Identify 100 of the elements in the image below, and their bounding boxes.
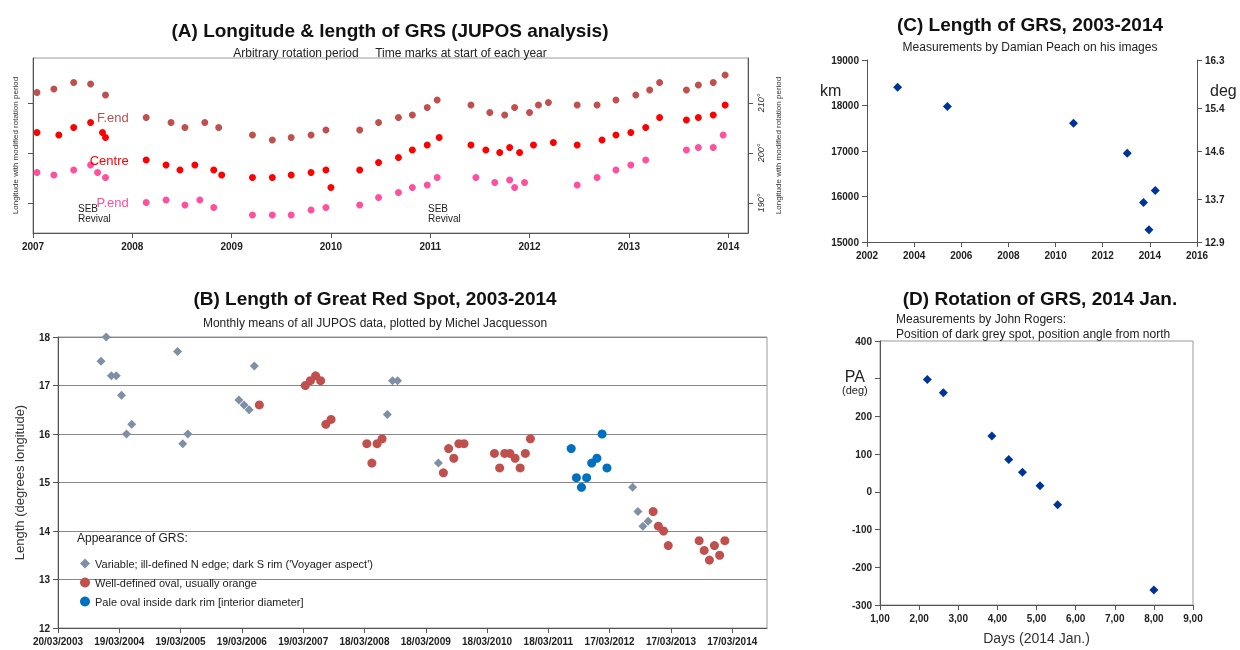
point <box>694 536 704 546</box>
y-tick-label: 15 <box>38 477 51 488</box>
point <box>101 332 111 342</box>
x-tick-label: 3,00 <box>948 612 969 624</box>
point <box>99 129 107 136</box>
x-tick-label: 2002 <box>855 249 879 261</box>
y-tick-label: 17 <box>38 380 51 391</box>
point <box>408 146 416 154</box>
point <box>709 79 717 86</box>
point <box>173 347 183 357</box>
point <box>646 86 654 94</box>
x-tick-label: 4,00 <box>987 612 1008 624</box>
point <box>987 431 997 441</box>
y2-tick-label: 14.6 <box>1205 145 1225 157</box>
point <box>96 356 106 366</box>
point <box>682 146 690 154</box>
y-tick-label: 15000 <box>831 236 860 248</box>
point <box>516 149 524 156</box>
point <box>719 131 727 139</box>
point <box>268 174 276 181</box>
point <box>638 521 648 531</box>
point <box>593 174 601 181</box>
point <box>127 419 137 429</box>
point <box>433 96 441 104</box>
x-tick-label: 5,00 <box>1026 612 1047 624</box>
point <box>249 361 259 371</box>
point <box>356 126 364 134</box>
point <box>515 463 525 473</box>
point <box>394 189 402 196</box>
point <box>511 184 519 191</box>
legend-label: Well-defined oval, usually orange <box>95 576 257 589</box>
point <box>215 124 223 131</box>
point <box>33 129 41 136</box>
y-tick-label: -200 <box>851 561 873 573</box>
point <box>210 166 218 174</box>
x-tick-label: 19/03/2005 <box>155 635 207 647</box>
point <box>566 444 576 454</box>
point <box>511 104 519 111</box>
point <box>87 119 95 126</box>
x-tick-label: 2010 <box>319 240 343 252</box>
x-tick-label: 2014 <box>1138 249 1162 261</box>
point <box>33 89 41 96</box>
point <box>506 176 514 184</box>
point <box>682 86 690 94</box>
point <box>244 405 254 415</box>
point <box>183 429 193 439</box>
point <box>659 526 669 536</box>
y-tick-label: 18 <box>38 331 51 343</box>
point <box>356 166 364 174</box>
y-tick-label: -300 <box>851 599 873 611</box>
point <box>549 139 557 146</box>
point <box>587 458 597 468</box>
point <box>510 453 520 463</box>
point <box>1053 500 1063 510</box>
point <box>87 80 95 88</box>
point <box>521 179 529 186</box>
chart-subtitle: Monthly means of all JUPOS data, plotted by Michel Jacquesson <box>202 315 548 330</box>
point <box>942 101 952 111</box>
y2-tick-label: 16.3 <box>1205 54 1225 66</box>
point <box>142 114 150 121</box>
point <box>116 390 126 400</box>
y2-tick-label: 13.7 <box>1205 193 1225 205</box>
point <box>663 541 673 551</box>
point <box>648 507 658 517</box>
point <box>491 179 499 186</box>
y-tick-label: 0 <box>866 486 873 498</box>
chart-title: (B) Length of Great Red Spot, 2003-2014 <box>193 288 558 309</box>
series-label: Centre <box>89 152 129 168</box>
legend-label: Pale oval inside dark rim [interior diameter] <box>95 595 304 608</box>
y-tick-label: 13 <box>38 574 51 585</box>
point <box>520 448 530 458</box>
point <box>486 109 494 116</box>
point <box>167 119 175 126</box>
series-label: F.end <box>96 110 129 125</box>
x-tick-label: 19/03/2007 <box>278 635 329 647</box>
point <box>704 555 714 565</box>
y-tick-label: 18000 <box>831 100 860 111</box>
point <box>1017 467 1027 477</box>
point <box>501 111 509 119</box>
point <box>423 104 431 111</box>
point <box>287 211 295 219</box>
point <box>254 400 264 410</box>
point <box>316 376 326 386</box>
point <box>268 211 276 219</box>
point <box>201 119 209 126</box>
y2-axis-title: Longitude with modified rotation period <box>773 76 783 215</box>
point <box>526 109 534 116</box>
point <box>530 141 537 149</box>
point <box>709 144 717 151</box>
y-tick-label: 190° <box>755 193 766 213</box>
point <box>632 91 640 99</box>
x-tick-label: 20/03/2003 <box>32 635 84 647</box>
point <box>375 194 383 201</box>
point <box>633 507 643 517</box>
point <box>576 482 586 492</box>
x-tick-label: 2012 <box>518 240 542 252</box>
point <box>922 374 932 384</box>
x-tick-label: 2014 <box>717 240 740 252</box>
point <box>142 199 150 206</box>
x-tick-label: 8,00 <box>1144 612 1165 624</box>
